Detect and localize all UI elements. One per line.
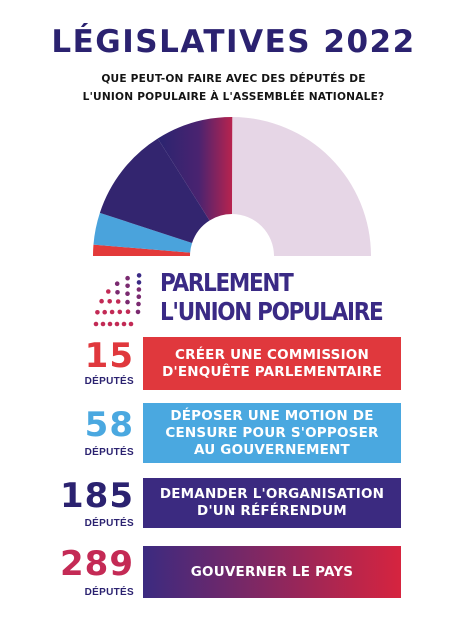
item-2-line-1: DÉPOSER UNE MOTION DE <box>170 407 374 424</box>
item-2-box: DÉPOSER UNE MOTION DE CENSURE POUR S'OPP… <box>143 403 401 463</box>
logo-dot <box>99 298 104 304</box>
item-1-line-1: CRÉER UNE COMMISSION <box>175 346 369 363</box>
logo-dot <box>114 281 120 286</box>
subtitle-line-1: QUE PEUT-ON FAIRE AVEC DES DÉPUTÉS DE <box>101 73 366 85</box>
logo-dot <box>114 321 120 327</box>
item-4-unit: DÉPUTÉS <box>84 587 134 598</box>
logo-dot <box>135 309 141 315</box>
item-2-line-2: CENSURE POUR S'OPPOSER <box>165 424 379 441</box>
logo-dot <box>109 309 115 315</box>
item-4-box: GOUVERNER LE PAYS <box>143 546 401 598</box>
hemicycle-segment-4 <box>157 117 233 221</box>
item-2-number: 58 <box>84 405 134 445</box>
item-3-number: 185 <box>60 476 134 516</box>
logo-dot <box>128 321 134 327</box>
item-2-line-3: AU GOUVERNEMENT <box>194 441 350 458</box>
logo-dot <box>107 299 112 304</box>
logo-dot <box>93 321 99 327</box>
page-title: LÉGISLATIVES 2022 <box>51 24 416 60</box>
item-4-line-1: GOUVERNER LE PAYS <box>190 563 354 580</box>
hemicycle-segment-3 <box>99 138 210 243</box>
logo-dot <box>136 301 141 307</box>
item-4-number: 289 <box>60 544 134 584</box>
item-1-number: 15 <box>84 336 134 376</box>
hemicycle-dots-icon <box>93 273 142 327</box>
logo-dot <box>117 309 123 315</box>
logo-dot <box>115 290 120 295</box>
subtitle-line-2: L'UNION POPULAIRE À L'ASSEMBLÉE NATIONAL… <box>82 91 385 103</box>
logo-dot <box>95 310 100 315</box>
logo-dot <box>100 321 106 327</box>
logo-dot <box>136 287 142 292</box>
item-1-box: CRÉER UNE COMMISSION D'ENQUÊTE PARLEMENT… <box>143 337 401 390</box>
item-3-unit: DÉPUTÉS <box>84 518 134 529</box>
logo-line-1: PARLEMENT <box>160 268 294 297</box>
item-3-line-2: D'UN RÉFÉRENDUM <box>197 503 347 519</box>
logo-dot <box>136 294 142 299</box>
item-2-unit: DÉPUTÉS <box>84 447 134 458</box>
logo-dot <box>125 275 130 281</box>
logo-dot <box>136 280 142 285</box>
logo-dot <box>136 273 142 278</box>
logo-line-2: L'UNION POPULAIRE <box>160 297 384 326</box>
item-3-box: DEMANDER L'ORGANISATION D'UN RÉFÉRENDUM <box>143 478 401 528</box>
item-1-line-2: D'ENQUÊTE PARLEMENTAIRE <box>162 363 382 380</box>
logo-dot <box>125 283 130 289</box>
hemicycle-segment-2 <box>93 212 193 253</box>
logo-dot <box>107 321 113 327</box>
logo-dot <box>125 291 130 296</box>
item-1-unit: DÉPUTÉS <box>84 376 134 387</box>
logo-dot <box>125 309 131 314</box>
logo-dot <box>115 299 121 304</box>
item-3-line-1: DEMANDER L'ORGANISATION <box>159 486 385 502</box>
logo-dot <box>106 289 111 294</box>
hemicycle-segment-5 <box>232 117 371 256</box>
logo-icon-area <box>90 266 380 332</box>
logo-dot <box>102 309 107 315</box>
logo-dot <box>121 321 127 327</box>
logo-dot <box>125 299 130 305</box>
hemicycle-segment-1 <box>93 244 191 256</box>
